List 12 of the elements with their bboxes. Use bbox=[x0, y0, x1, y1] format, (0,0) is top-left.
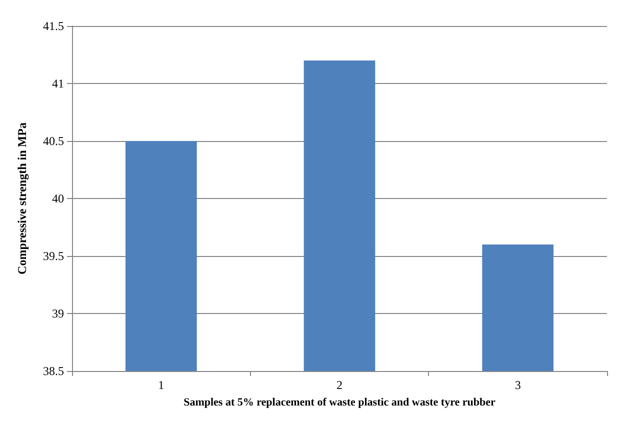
y-axis-title: Compressive strength in MPa bbox=[15, 122, 29, 274]
x-tick-label: 2 bbox=[336, 378, 342, 392]
x-tick-label: 1 bbox=[158, 378, 164, 392]
y-tick-label: 41 bbox=[52, 76, 64, 90]
x-axis-title: Samples at 5% replacement of waste plastic and waste tyre rubber bbox=[184, 396, 496, 408]
y-tick-label: 40 bbox=[52, 192, 64, 206]
y-tick-label: 40.5 bbox=[43, 134, 64, 148]
y-tick-label: 39.5 bbox=[43, 249, 64, 263]
y-tick-label: 38.5 bbox=[43, 364, 64, 378]
x-tick-label: 3 bbox=[514, 378, 521, 392]
y-tick-label: 39 bbox=[52, 306, 64, 320]
y-tick-label: 41.5 bbox=[43, 19, 64, 33]
